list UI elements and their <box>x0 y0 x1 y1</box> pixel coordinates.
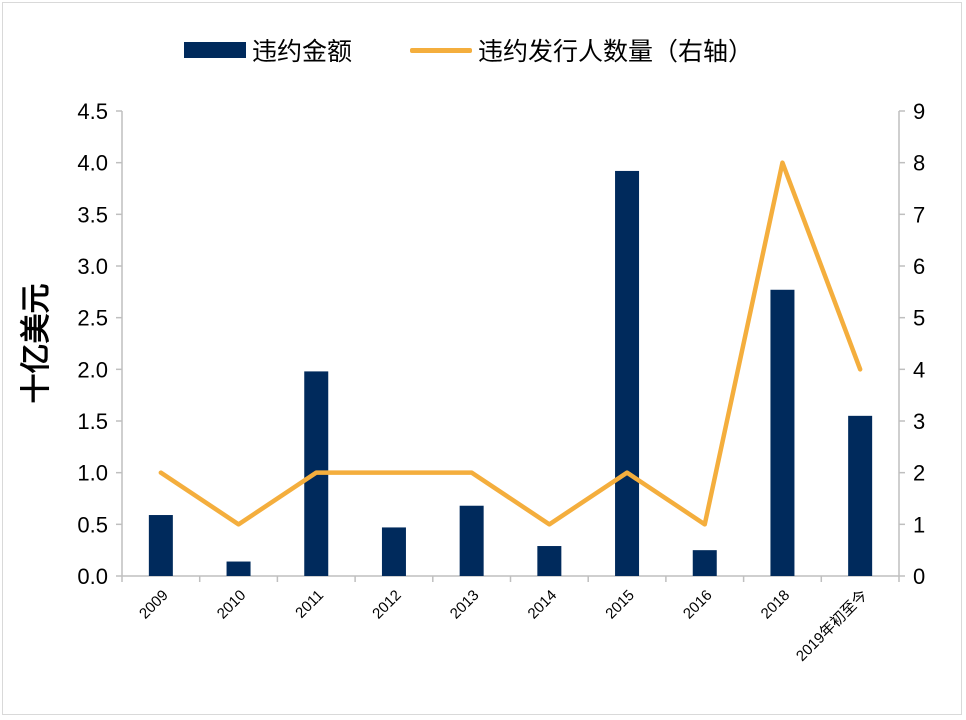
legend-bar-label: 违约金额 <box>252 37 353 66</box>
bar-2014 <box>537 546 562 576</box>
x-tick-label: 2009 <box>136 587 172 623</box>
right-tick-label: 7 <box>913 202 925 227</box>
bar-2010 <box>226 561 251 576</box>
x-tick-label: 2015 <box>602 587 638 623</box>
x-tick-label: 2018 <box>758 587 794 623</box>
left-tick-label: 0.0 <box>77 564 108 589</box>
left-tick-label: 3.5 <box>77 202 108 227</box>
issuer-count-line <box>158 160 863 527</box>
left-tick-label: 1.5 <box>77 409 108 434</box>
bar-2012 <box>381 527 406 576</box>
right-tick-label: 0 <box>913 564 925 589</box>
x-tick-label: 2012 <box>369 587 405 623</box>
bar-2013 <box>459 505 484 576</box>
bar-2009 <box>148 515 173 576</box>
x-tick-label: 2019年初至今 <box>793 587 871 665</box>
left-tick-label: 2.5 <box>77 306 108 331</box>
right-tick-label: 2 <box>913 461 925 486</box>
legend-item-bar: 违约金额 <box>184 30 352 70</box>
right-tick-label: 4 <box>913 357 925 382</box>
x-tick-label: 2016 <box>680 587 716 623</box>
legend-item-line: 违约发行人数量（右轴） <box>410 30 753 70</box>
y-axis-title: 十亿美元 <box>19 284 54 404</box>
x-tick-label: 2011 <box>292 587 327 622</box>
left-tick-label: 1.0 <box>77 461 108 486</box>
legend: 违约金额 违约发行人数量（右轴） <box>0 30 966 70</box>
right-tick-label: 6 <box>913 254 925 279</box>
x-tick-label: 2013 <box>447 587 483 623</box>
x-tick-label: 2010 <box>214 587 250 623</box>
x-tick-label: 2014 <box>525 587 561 623</box>
bar-2015 <box>615 170 640 576</box>
legend-line-label: 违约发行人数量（右轴） <box>478 37 754 66</box>
left-tick-label: 0.5 <box>77 512 108 537</box>
bar-2018 <box>770 289 795 576</box>
bar-2016 <box>692 550 717 576</box>
right-tick-label: 5 <box>913 306 925 331</box>
left-tick-label: 2.0 <box>77 357 108 382</box>
right-tick-label: 9 <box>913 99 925 124</box>
right-tick-label: 1 <box>913 512 925 537</box>
left-tick-label: 4.0 <box>77 151 108 176</box>
right-tick-label: 3 <box>913 409 925 434</box>
left-tick-label: 4.5 <box>77 99 108 124</box>
right-tick-label: 8 <box>913 151 925 176</box>
bar-2019年初至今 <box>848 415 873 576</box>
legend-bar-swatch <box>184 42 246 58</box>
legend-line-swatch <box>410 47 472 53</box>
left-tick-label: 3.0 <box>77 254 108 279</box>
